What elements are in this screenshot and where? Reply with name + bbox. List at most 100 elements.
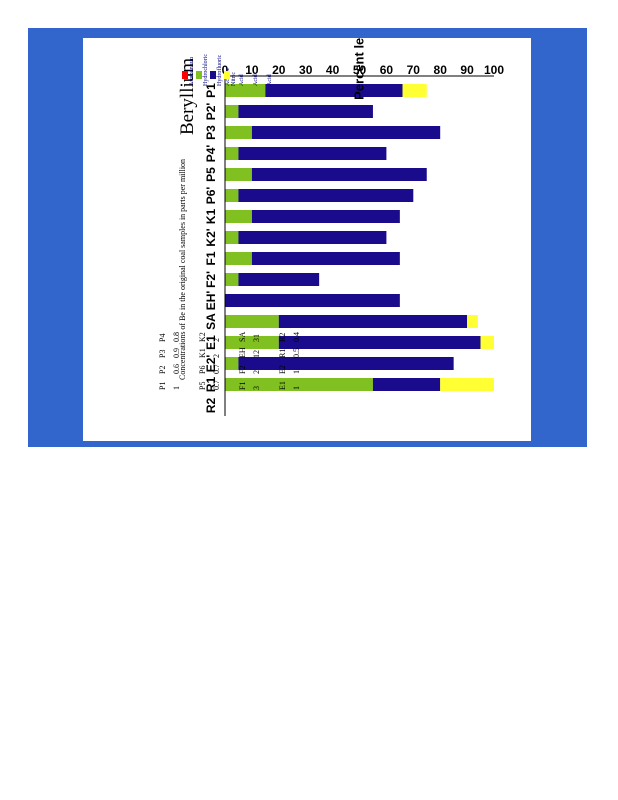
bar-r1-hydrofluoric-acid xyxy=(372,378,441,391)
concentration-value: 0.8 xyxy=(172,332,181,342)
bar-p3-hydrochloric-acid xyxy=(224,126,252,139)
tick-label-60: 60 xyxy=(380,63,394,77)
category-label-k1: K1 xyxy=(204,209,218,225)
concentration-heading: Concentrations of Be in the original coa… xyxy=(178,159,187,380)
category-label-r2: R2 xyxy=(204,398,218,414)
bar-f1-hydrochloric-acid xyxy=(224,252,252,265)
bar-k2-hydrochloric-acid xyxy=(225,231,239,244)
concentration-key: P5 xyxy=(198,382,207,390)
tick-label-20: 20 xyxy=(272,63,286,77)
bar-r1-hydrochloric-acid xyxy=(225,378,373,391)
tick-label-30: 30 xyxy=(299,63,313,77)
bar-p1-nitric-acid xyxy=(402,84,427,97)
bar-p5-hydrofluoric-acid xyxy=(251,168,427,181)
tick-label-10: 10 xyxy=(245,63,259,77)
bar-p4-hydrofluoric-acid xyxy=(238,147,387,160)
concentration-key: P3 xyxy=(158,350,167,358)
legend-label: Ammonium xyxy=(189,57,195,86)
category-label-p3: P3 xyxy=(204,125,218,140)
tick-label-80: 80 xyxy=(434,63,448,77)
category-label-p1: P1 xyxy=(204,83,218,98)
concentration-key: E2 xyxy=(278,365,287,374)
concentration-key: P2 xyxy=(158,366,167,374)
tick-label-0: 0 xyxy=(222,63,229,77)
bar-group xyxy=(224,84,494,391)
concentration-value: 0.7 xyxy=(212,364,221,374)
bar-e1-hydrochloric-acid xyxy=(225,336,279,349)
concentration-key: F2 xyxy=(238,366,247,374)
y-axis-label: Percent leached xyxy=(352,38,367,100)
legend-swatch-hydrochloric-acid xyxy=(196,71,202,79)
legend-swatch-ammonium-acetate xyxy=(182,71,188,79)
category-labels: P1 P2' P3 P4' P5 P6' K1 K2' F1 F2' EH' SA E1 E2' R1 R2 xyxy=(204,83,218,413)
bar-r1-nitric-acid xyxy=(440,378,494,391)
bar-sa-hydrochloric-acid xyxy=(225,315,279,328)
tick-label-50: 50 xyxy=(353,63,367,77)
category-label-sa: SA xyxy=(204,313,218,330)
bar-sa-hydrofluoric-acid xyxy=(278,315,468,328)
concentration-value: 0.9 xyxy=(172,348,181,358)
bar-p4-hydrochloric-acid xyxy=(225,147,239,160)
concentration-value: 0.6 xyxy=(172,364,181,374)
concentration-key: K2 xyxy=(198,332,207,342)
tick-label-100: 100 xyxy=(484,63,504,77)
concentration-value: 1 xyxy=(292,370,301,374)
concentration-key: K1 xyxy=(198,348,207,358)
bar-p2-hydrochloric-acid xyxy=(225,105,239,118)
bar-k1-hydrochloric-acid xyxy=(224,210,252,223)
concentration-value: 0.7 xyxy=(212,380,221,390)
concentration-value: 31 xyxy=(252,334,261,342)
concentration-value: 1 xyxy=(172,386,181,390)
concentration-key: P6 xyxy=(198,366,207,374)
bar-p1-hydrofluoric-acid xyxy=(265,84,403,97)
category-label-p5: P5 xyxy=(204,167,218,182)
bar-p2-hydrofluoric-acid xyxy=(238,105,373,118)
bar-e1-nitric-acid xyxy=(480,336,494,349)
tick-label-40: 40 xyxy=(326,63,340,77)
concentration-value: 1 xyxy=(292,386,301,390)
concentration-value: 12 xyxy=(252,350,261,358)
category-label-r1: R1 xyxy=(204,377,218,393)
legend-label: Nitric xyxy=(231,72,237,86)
legend-label: Acid xyxy=(267,74,273,86)
legend-label: Hydrochloric xyxy=(203,54,209,86)
rotated-chart-group: 0 10 20 30 40 50 60 70 80 90 100 P1 P2' P3 P4' P5 P6' K1… xyxy=(158,38,504,416)
category-label-p6: P6' xyxy=(204,187,218,205)
beryllium-chart: 0 10 20 30 40 50 60 70 80 90 100 P1 P2' P3 P4' P5 P6' K1… xyxy=(158,38,504,416)
bar-f1-hydrofluoric-acid xyxy=(251,252,400,265)
concentration-value: 3 xyxy=(252,386,261,390)
bar-f2-hydrofluoric-acid xyxy=(238,273,320,286)
concentration-value: 2 xyxy=(252,370,261,374)
bar-p1-hydrochloric-acid xyxy=(225,84,266,97)
concentration-key: F1 xyxy=(238,382,247,390)
legend-label: Hydrofluoric xyxy=(216,54,223,86)
bar-p6-hydrochloric-acid xyxy=(225,189,239,202)
bar-p3-hydrofluoric-acid xyxy=(251,126,441,139)
bar-k2-hydrofluoric-acid xyxy=(238,231,387,244)
category-label-k2: K2' xyxy=(204,228,218,246)
concentration-key: R1 xyxy=(278,349,287,358)
legend-swatch-hydrofluoric-acid xyxy=(210,71,216,79)
legend-label: Acid xyxy=(239,74,245,86)
concentration-note: Concentrations of Be in the original coa… xyxy=(158,159,301,390)
concentration-value: 2 xyxy=(212,338,221,342)
category-label-f1: F1 xyxy=(204,251,218,265)
category-label-eh: EH' xyxy=(204,291,218,311)
bar-e2-hydrofluoric-acid xyxy=(238,357,454,370)
category-label-p4: P4' xyxy=(204,145,218,163)
legend-label: Acid xyxy=(253,74,259,86)
bar-e1-hydrofluoric-acid xyxy=(278,336,481,349)
bar-k1-hydrofluoric-acid xyxy=(251,210,400,223)
concentration-key: R2 xyxy=(278,333,287,342)
concentration-key: P4 xyxy=(158,334,167,342)
category-label-f2: F2' xyxy=(204,271,218,288)
tick-label-70: 70 xyxy=(407,63,421,77)
category-label-p2: P2' xyxy=(204,103,218,121)
concentration-value: 0.5 xyxy=(292,348,301,358)
concentration-value: 0.4 xyxy=(292,332,301,342)
slide-panel: 0 10 20 30 40 50 60 70 80 90 100 P1 P2' P3 P4' P5 P6' K1… xyxy=(83,38,531,441)
concentration-value: 2 xyxy=(212,354,221,358)
category-label-e2: E2' xyxy=(204,355,218,373)
bar-p5-hydrochloric-acid xyxy=(224,168,252,181)
legend-swatch-nitric-acid xyxy=(224,71,230,79)
